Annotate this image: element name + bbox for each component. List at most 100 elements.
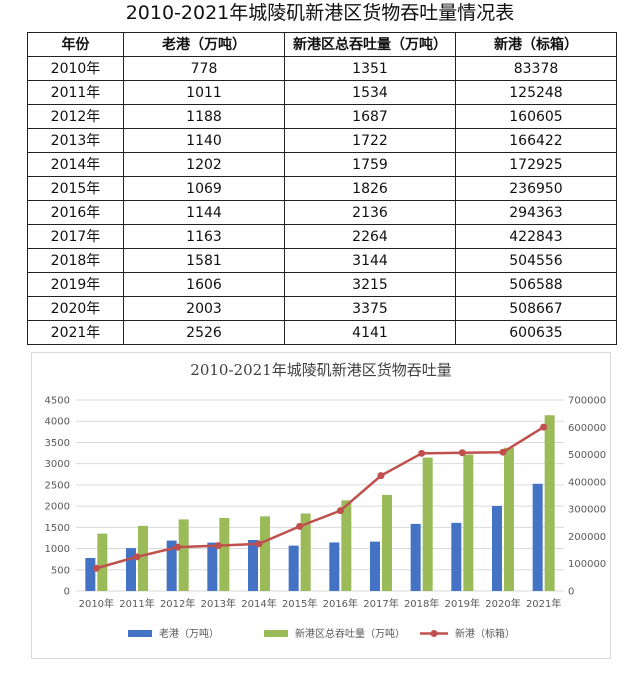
- cell-new-port-teu: 172925: [455, 152, 617, 177]
- line-point: [418, 449, 426, 457]
- bar-old-port: [451, 522, 462, 591]
- header-new-port-total: 新港区总吞吐量（万吨）: [284, 32, 456, 57]
- y-left-tick-label: 2500: [45, 480, 70, 491]
- x-tick-label: 2014年: [241, 597, 276, 610]
- x-tick-label: 2015年: [282, 597, 317, 610]
- y-left-tick-label: 3500: [45, 438, 70, 449]
- cell-year: 2015年: [27, 176, 124, 201]
- bar-new-port-total: [260, 516, 270, 591]
- bar-new-port-total: [178, 519, 189, 591]
- table-row: 2013年 1140 1722 166422: [27, 128, 617, 153]
- y-right-tick-label: 200000: [568, 532, 606, 543]
- cell-new-port-total: 1687: [284, 104, 456, 129]
- legend-label-new-port-total: 新港区总吞吐量（万吨）: [295, 627, 405, 640]
- cell-new-port-teu: 83378: [455, 56, 617, 81]
- cell-old-port: 1581: [123, 248, 285, 273]
- x-tick-label: 2018年: [404, 597, 439, 610]
- cell-new-port-total: 4141: [284, 320, 456, 345]
- bar-old-port: [329, 542, 340, 591]
- line-point: [133, 553, 141, 561]
- y-left-tick-label: 3000: [45, 459, 70, 470]
- bar-old-port: [370, 541, 380, 591]
- bar-new-port-total: [219, 517, 230, 591]
- bar-new-port-total: [544, 415, 555, 591]
- cell-new-port-teu: 504556: [455, 248, 617, 273]
- chart-title: 2010-2021年城陵矶新港区货物吞吐量: [190, 361, 451, 379]
- line-point: [458, 449, 466, 457]
- cell-old-port: 2526: [123, 320, 285, 345]
- bar-old-port: [492, 505, 502, 591]
- cell-new-port-total: 2264: [284, 224, 456, 249]
- cell-new-port-teu: 236950: [455, 176, 617, 201]
- cell-new-port-total: 2136: [284, 200, 456, 225]
- cell-new-port-teu: 422843: [455, 224, 617, 249]
- y-left-tick-label: 2000: [45, 502, 70, 513]
- table-row: 2014年 1202 1759 172925: [27, 152, 617, 177]
- y-right-tick-label: 400000: [568, 477, 606, 488]
- cell-new-port-teu: 508667: [455, 296, 617, 321]
- cell-new-port-teu: 294363: [455, 200, 617, 225]
- cell-year: 2011年: [27, 80, 124, 105]
- legend-marker-new-port-teu: [430, 630, 438, 637]
- cell-year: 2020年: [27, 296, 124, 321]
- cell-new-port-total: 3375: [284, 296, 456, 321]
- y-left-tick-label: 1000: [45, 544, 70, 555]
- table-row: 2021年 2526 4141 600635: [27, 320, 617, 345]
- x-tick-label: 2012年: [160, 597, 195, 610]
- x-tick-label: 2016年: [323, 597, 358, 610]
- line-point: [214, 542, 222, 550]
- bar-new-port-total: [382, 494, 392, 591]
- cell-old-port: 1202: [123, 152, 285, 177]
- bar-old-port: [126, 548, 136, 591]
- chart-panel: 2010-2021年城陵矶新港区货物吞吐量 0 500 1000 1500 2000 250…: [31, 352, 611, 659]
- cell-new-port-total: 1759: [284, 152, 456, 177]
- line-point: [92, 564, 100, 572]
- cell-year: 2018年: [27, 248, 124, 273]
- x-tick-label: 2017年: [363, 597, 398, 610]
- legend-label-new-port-teu: 新港（标箱）: [455, 627, 515, 640]
- header-new-port-teu: 新港（标箱）: [455, 32, 617, 57]
- legend-swatch-new-port-total: [264, 630, 288, 637]
- table-row: 2012年 1188 1687 160605: [27, 104, 617, 129]
- bar-old-port: [85, 557, 96, 591]
- table-row: 2018年 1581 3144 504556: [27, 248, 617, 273]
- header-year: 年份: [27, 32, 124, 57]
- y-right-tick-label: 0: [568, 587, 574, 598]
- cell-old-port: 778: [123, 56, 285, 81]
- line-new-port-teu: [95, 426, 545, 570]
- legend-swatch-old-port: [128, 630, 152, 637]
- cell-year: 2017年: [27, 224, 124, 249]
- cell-year: 2016年: [27, 200, 124, 225]
- line-point: [377, 472, 385, 480]
- line-point: [336, 507, 344, 515]
- table-row: 2020年 2003 3375 508667: [27, 296, 617, 321]
- cell-new-port-teu: 600635: [455, 320, 617, 345]
- cell-old-port: 1188: [123, 104, 285, 129]
- line-point: [174, 543, 182, 551]
- cell-year: 2012年: [27, 104, 124, 129]
- cell-new-port-teu: 506588: [455, 272, 617, 297]
- y-right-tick-label: 700000: [568, 396, 606, 407]
- combo-chart: 2010-2021年城陵矶新港区货物吞吐量 0 500 1000 1500 2000 250…: [45, 361, 607, 640]
- y-left-tick-label: 0: [64, 587, 70, 598]
- table-header-row: 年份 老港（万吨） 新港区总吞吐量（万吨） 新港（标箱）: [27, 32, 617, 57]
- cell-old-port: 2003: [123, 296, 285, 321]
- table-row: 2017年 1163 2264 422843: [27, 224, 617, 249]
- cell-old-port: 1140: [123, 128, 285, 153]
- bar-old-port: [288, 545, 299, 591]
- cell-new-port-total: 1722: [284, 128, 456, 153]
- bar-old-port: [207, 542, 218, 591]
- table-row: 2010年 778 1351 83378: [27, 56, 617, 81]
- line-point: [499, 448, 507, 456]
- bar-old-port: [410, 523, 421, 591]
- cell-year: 2013年: [27, 128, 124, 153]
- legend-label-old-port: 老港（万吨）: [159, 627, 219, 640]
- bar-new-port-total: [504, 447, 514, 591]
- bar-new-port-total: [422, 457, 433, 591]
- cell-year: 2014年: [27, 152, 124, 177]
- bar-old-port: [248, 539, 258, 591]
- line-point: [540, 423, 548, 431]
- line-point: [296, 522, 304, 530]
- header-old-port: 老港（万吨）: [123, 32, 285, 57]
